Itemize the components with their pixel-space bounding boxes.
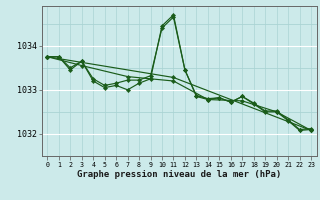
X-axis label: Graphe pression niveau de la mer (hPa): Graphe pression niveau de la mer (hPa): [77, 170, 281, 179]
